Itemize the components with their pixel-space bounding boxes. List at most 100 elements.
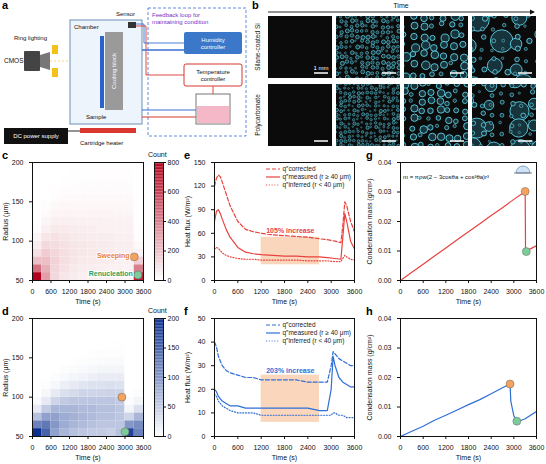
svg-text:1200: 1200 [62,288,78,295]
svg-text:3000: 3000 [323,288,339,295]
svg-text:50: 50 [16,433,24,440]
svg-text:0: 0 [399,444,403,451]
svg-text:200: 200 [12,315,24,322]
svg-text:2400: 2400 [300,288,316,295]
svg-text:600: 600 [417,444,429,451]
svg-text:Time: Time [393,2,408,9]
svg-text:Humidity: Humidity [201,37,224,43]
svg-text:0.04: 0.04 [378,159,392,166]
svg-text:Renucleation: Renucleation [89,270,133,277]
svg-text:0.02: 0.02 [378,374,392,381]
svg-text:100: 100 [12,237,24,244]
svg-text:0: 0 [213,288,217,295]
svg-text:0: 0 [168,277,172,284]
svg-text:Time (s): Time (s) [75,298,100,306]
svg-text:50: 50 [16,277,24,284]
svg-text:Sweeping: Sweeping [97,252,130,260]
svg-text:1800: 1800 [80,288,96,295]
svg-text:0.03: 0.03 [378,188,392,195]
svg-text:0.00: 0.00 [378,433,392,440]
svg-text:50: 50 [198,315,206,322]
svg-text:CMOS: CMOS [4,57,24,64]
svg-text:Heat flux (W/m²): Heat flux (W/m²) [184,352,192,403]
svg-text:Heat flux (W/m²): Heat flux (W/m²) [184,196,192,247]
svg-text:150: 150 [12,198,24,205]
svg-text:Sensor: Sensor [116,11,135,17]
svg-text:3600: 3600 [136,444,152,451]
svg-text:3000: 3000 [323,444,339,451]
svg-text:50: 50 [168,403,176,410]
svg-text:1800: 1800 [277,444,293,451]
svg-text:0.04: 0.04 [378,315,392,322]
svg-text:controller: controller [201,44,226,50]
svg-text:30: 30 [198,362,206,369]
svg-text:Polycarbonate: Polycarbonate [254,94,262,136]
svg-text:Time (s): Time (s) [272,298,297,306]
svg-text:Time (s): Time (s) [456,298,481,306]
svg-text:200: 200 [168,315,180,322]
svg-text:1200: 1200 [253,288,269,295]
svg-text:30: 30 [198,253,206,260]
svg-text:150: 150 [12,354,24,361]
svg-text:100: 100 [168,374,180,381]
svg-text:Temperature: Temperature [196,69,230,75]
svg-text:Silane-coated Si: Silane-coated Si [254,23,261,70]
svg-text:600: 600 [45,444,57,451]
svg-text:1800: 1800 [461,444,477,451]
svg-text:0: 0 [202,277,206,284]
svg-text:3600: 3600 [136,288,152,295]
svg-text:40: 40 [198,338,206,345]
svg-text:1800: 1800 [461,288,477,295]
svg-text:2400: 2400 [99,288,115,295]
svg-text:0: 0 [31,288,35,295]
svg-text:600: 600 [168,188,180,195]
svg-text:105% increase: 105% increase [266,227,314,234]
svg-text:1200: 1200 [62,444,78,451]
svg-text:600: 600 [232,288,244,295]
svg-text:controller: controller [201,76,226,82]
svg-text:60: 60 [198,230,206,237]
svg-text:0.00: 0.00 [378,277,392,284]
svg-text:200: 200 [12,159,24,166]
svg-text:Feedback loop for: Feedback loop for [152,12,200,18]
svg-text:800: 800 [168,159,180,166]
svg-text:0: 0 [202,433,206,440]
svg-text:1200: 1200 [438,444,454,451]
svg-text:Sample: Sample [86,114,107,120]
svg-text:Ring lighting: Ring lighting [14,35,47,41]
svg-text:3000: 3000 [117,444,133,451]
svg-text:3600: 3600 [347,288,363,295]
svg-text:Radius (μm): Radius (μm) [2,358,10,396]
svg-text:3000: 3000 [506,444,522,451]
svg-text:3600: 3600 [529,288,545,295]
svg-text:200: 200 [168,247,180,254]
svg-text:3000: 3000 [117,288,133,295]
svg-text:203% increase: 203% increase [266,367,314,374]
svg-text:Chamber: Chamber [74,24,99,30]
svg-text:20: 20 [198,386,206,393]
svg-text:0.03: 0.03 [378,344,392,351]
svg-text:2400: 2400 [483,288,499,295]
svg-text:0.01: 0.01 [378,247,392,254]
svg-text:150: 150 [194,159,206,166]
svg-text:Cooling block: Cooling block [111,52,117,89]
svg-text:3000: 3000 [506,288,522,295]
svg-text:0: 0 [168,433,172,440]
svg-text:600: 600 [45,288,57,295]
svg-text:Time (s): Time (s) [272,454,297,462]
svg-text:0: 0 [213,444,217,451]
svg-text:Time (s): Time (s) [75,454,100,462]
svg-text:1800: 1800 [277,288,293,295]
svg-text:3600: 3600 [347,444,363,451]
svg-text:0: 0 [31,444,35,451]
svg-text:1200: 1200 [253,444,269,451]
svg-text:1 mm: 1 mm [314,65,329,71]
svg-text:Condensation mass (g/cm²): Condensation mass (g/cm²) [366,335,374,421]
svg-text:120: 120 [194,182,206,189]
svg-text:600: 600 [232,444,244,451]
svg-text:2400: 2400 [99,444,115,451]
svg-text:Condensation mass (g/cm²): Condensation mass (g/cm²) [366,179,374,265]
svg-text:1800: 1800 [80,444,96,451]
svg-text:Radius (μm): Radius (μm) [2,202,10,240]
svg-text:1200: 1200 [438,288,454,295]
